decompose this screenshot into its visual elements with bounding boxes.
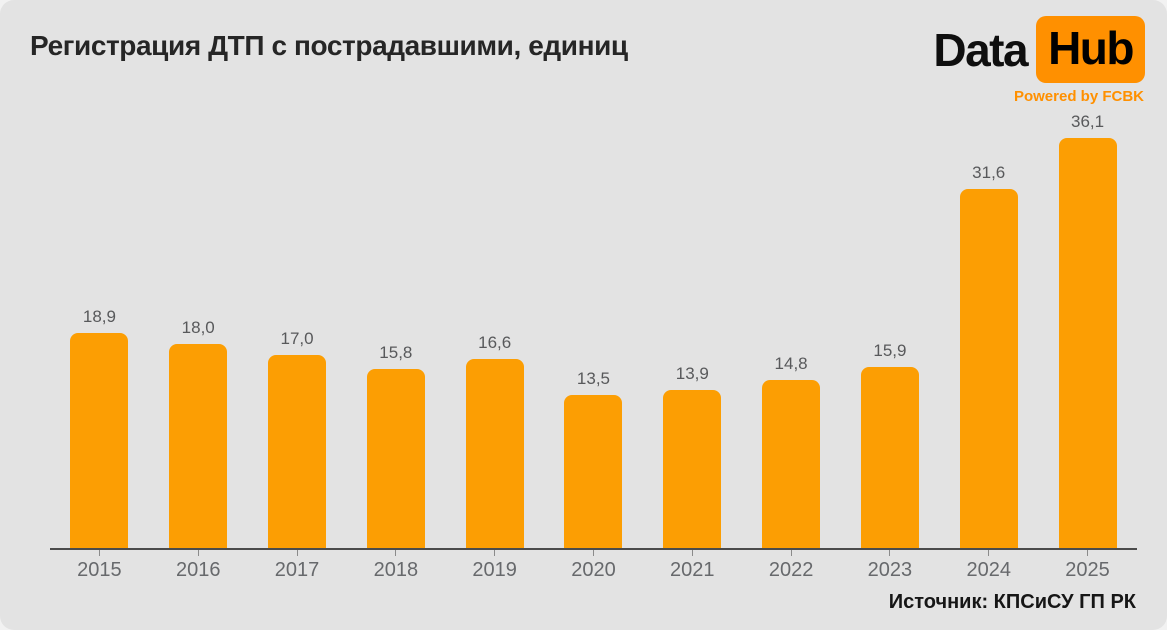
bar-value-label: 15,9 <box>873 341 907 360</box>
x-tick <box>691 550 693 556</box>
x-tick-slot <box>1038 550 1137 556</box>
bar-slot: 15,9 <box>841 138 940 548</box>
bar-2025 <box>1058 138 1117 548</box>
x-tick <box>494 550 496 556</box>
x-tick-slot <box>50 550 149 556</box>
source-text: Источник: КПСиСУ ГП РК <box>888 591 1136 613</box>
bar-2018 <box>366 369 425 548</box>
x-tick-slot <box>248 550 347 556</box>
bar-2023 <box>860 367 919 548</box>
bar-value-label: 31,6 <box>972 163 1006 182</box>
bar-value-label: 13,5 <box>576 369 611 388</box>
x-axis-label-2024: 2024 <box>966 559 1011 581</box>
bar-slot: 18,9 <box>50 138 149 548</box>
bar-chart-plot-area: 18,9 18,0 17,0 15,8 16,6 13,5 13,9 14,8 15,9 31,6… <box>50 112 1137 548</box>
bar-2024 <box>959 189 1018 548</box>
x-axis-ticks <box>50 550 1137 556</box>
logo-data-text: Data <box>933 23 1028 76</box>
x-axis-label-2018: 2018 <box>373 559 419 581</box>
x-axis-label-2021: 2021 <box>670 559 715 581</box>
bar-value-label: 18,9 <box>82 307 116 326</box>
x-tick-slot <box>939 550 1038 556</box>
x-tick-slot <box>149 550 248 556</box>
x-tick <box>889 550 891 556</box>
x-axis-label-2025: 2025 <box>1065 559 1110 581</box>
x-tick <box>395 550 397 556</box>
bar-2020 <box>564 395 623 548</box>
bar-value-label: 13,9 <box>675 364 709 383</box>
x-tick <box>790 550 792 556</box>
page-title: Регистрация ДТП с пострадавшими, единиц <box>30 30 628 61</box>
x-tick <box>296 550 298 556</box>
bar-value-label: 36,1 <box>1070 112 1105 131</box>
x-tick <box>1087 550 1089 556</box>
bar-value-label: 17,0 <box>280 329 314 348</box>
x-tick <box>988 550 990 556</box>
x-axis-labels: 2015 2016 2017 2018 2019 2020 2021 2022 2023 2024… <box>50 559 1137 582</box>
bar-value-label: 15,8 <box>379 343 413 362</box>
x-tick <box>197 550 199 556</box>
x-tick <box>592 550 594 556</box>
bar-slot: 13,5 <box>544 138 643 548</box>
bar-2022 <box>762 380 821 548</box>
x-axis-label-2019: 2019 <box>472 559 517 581</box>
x-tick-slot <box>841 550 940 556</box>
bar-value-label: 14,8 <box>774 354 808 373</box>
x-tick-slot <box>544 550 643 556</box>
x-axis-label-2016: 2016 <box>175 559 221 581</box>
bar-slot: 18,0 <box>149 138 248 548</box>
bar-slot: 16,6 <box>445 138 544 548</box>
bar-slot: 36,1 <box>1038 112 1137 548</box>
x-tick-slot <box>643 550 742 556</box>
bar-value-label: 16,6 <box>478 333 512 352</box>
x-axis-label-2020: 2020 <box>571 559 616 581</box>
bar-slot: 15,8 <box>346 138 445 548</box>
bar-2015 <box>70 333 129 548</box>
x-tick-slot <box>346 550 445 556</box>
bar-slot: 14,8 <box>742 138 841 548</box>
bar-2019 <box>465 359 524 548</box>
x-axis-line <box>50 548 1137 550</box>
x-axis-label-2023: 2023 <box>867 559 913 581</box>
bar-slot: 13,9 <box>643 138 742 548</box>
x-axis-label-2017: 2017 <box>274 559 320 581</box>
datahub-logo: Data Hub <box>933 16 1145 83</box>
x-tick-slot <box>445 550 544 556</box>
logo-hub-box: Hub <box>1036 16 1145 83</box>
bar-2017 <box>268 355 327 548</box>
x-axis-label-2015: 2015 <box>77 559 122 581</box>
x-tick-slot <box>742 550 841 556</box>
x-axis-label-2022: 2022 <box>768 559 814 581</box>
bar-2021 <box>663 390 722 548</box>
x-tick <box>98 550 100 556</box>
logo-powered-text: Powered by FCBK <box>1013 88 1144 105</box>
bar-value-label: 18,0 <box>181 318 215 337</box>
bar-slot: 31,6 <box>939 138 1038 548</box>
bar-2016 <box>169 344 228 548</box>
bar-slot: 17,0 <box>248 138 347 548</box>
